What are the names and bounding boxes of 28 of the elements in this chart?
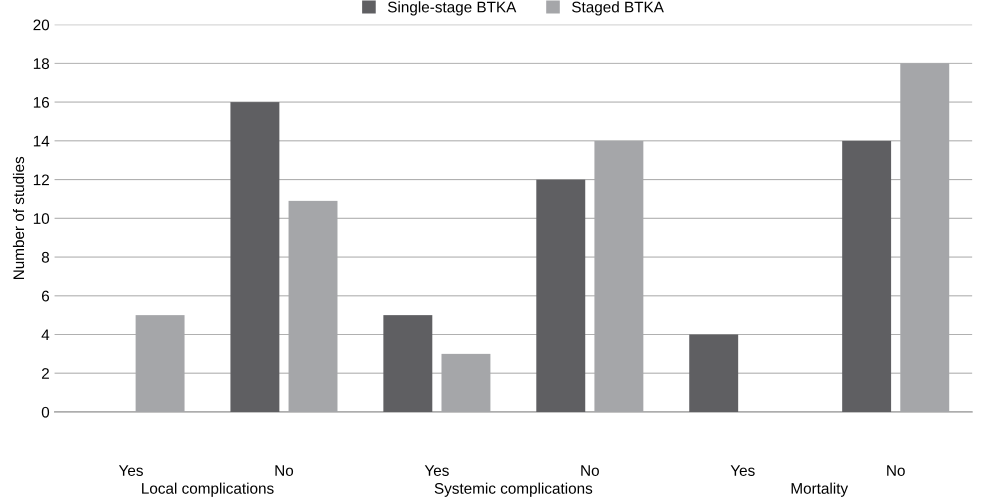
text: Local complications bbox=[142, 482, 274, 497]
y-tick-label: 10 bbox=[34, 213, 50, 224]
bar bbox=[842, 140, 892, 412]
bar bbox=[383, 315, 432, 412]
y-axis-title: Number of studies bbox=[12, 156, 24, 280]
bar bbox=[536, 180, 586, 412]
y-tick-label: 8 bbox=[42, 252, 50, 263]
y-tick-label: 12 bbox=[34, 174, 49, 186]
y-tick-label: 20 bbox=[33, 20, 50, 30]
legend-label: Single-stage BTKA bbox=[388, 1, 516, 16]
x-tick-label: No bbox=[581, 465, 599, 476]
y-tick-label: 14 bbox=[34, 136, 50, 146]
bar bbox=[689, 334, 738, 412]
bar bbox=[230, 102, 280, 412]
x-tick-label: No bbox=[887, 465, 905, 476]
y-tick-label: 0 bbox=[42, 406, 50, 418]
x-tick-label: Yes bbox=[118, 465, 143, 476]
y-tick-label: 2 bbox=[42, 368, 49, 379]
x-tick-label: Yes bbox=[730, 465, 755, 476]
x-tick-label: Yes bbox=[424, 465, 449, 476]
y-tick-label: 16 bbox=[34, 96, 50, 108]
text: Mortality bbox=[792, 482, 848, 497]
y-tick-label: 18 bbox=[34, 58, 50, 70]
y-tick-label: 6 bbox=[42, 290, 50, 302]
x-tick-label: No bbox=[275, 465, 294, 476]
text: Systemic complications bbox=[434, 482, 592, 497]
y-tick-label: 4 bbox=[42, 330, 50, 340]
legend-label: Staged BTKA bbox=[572, 1, 664, 16]
